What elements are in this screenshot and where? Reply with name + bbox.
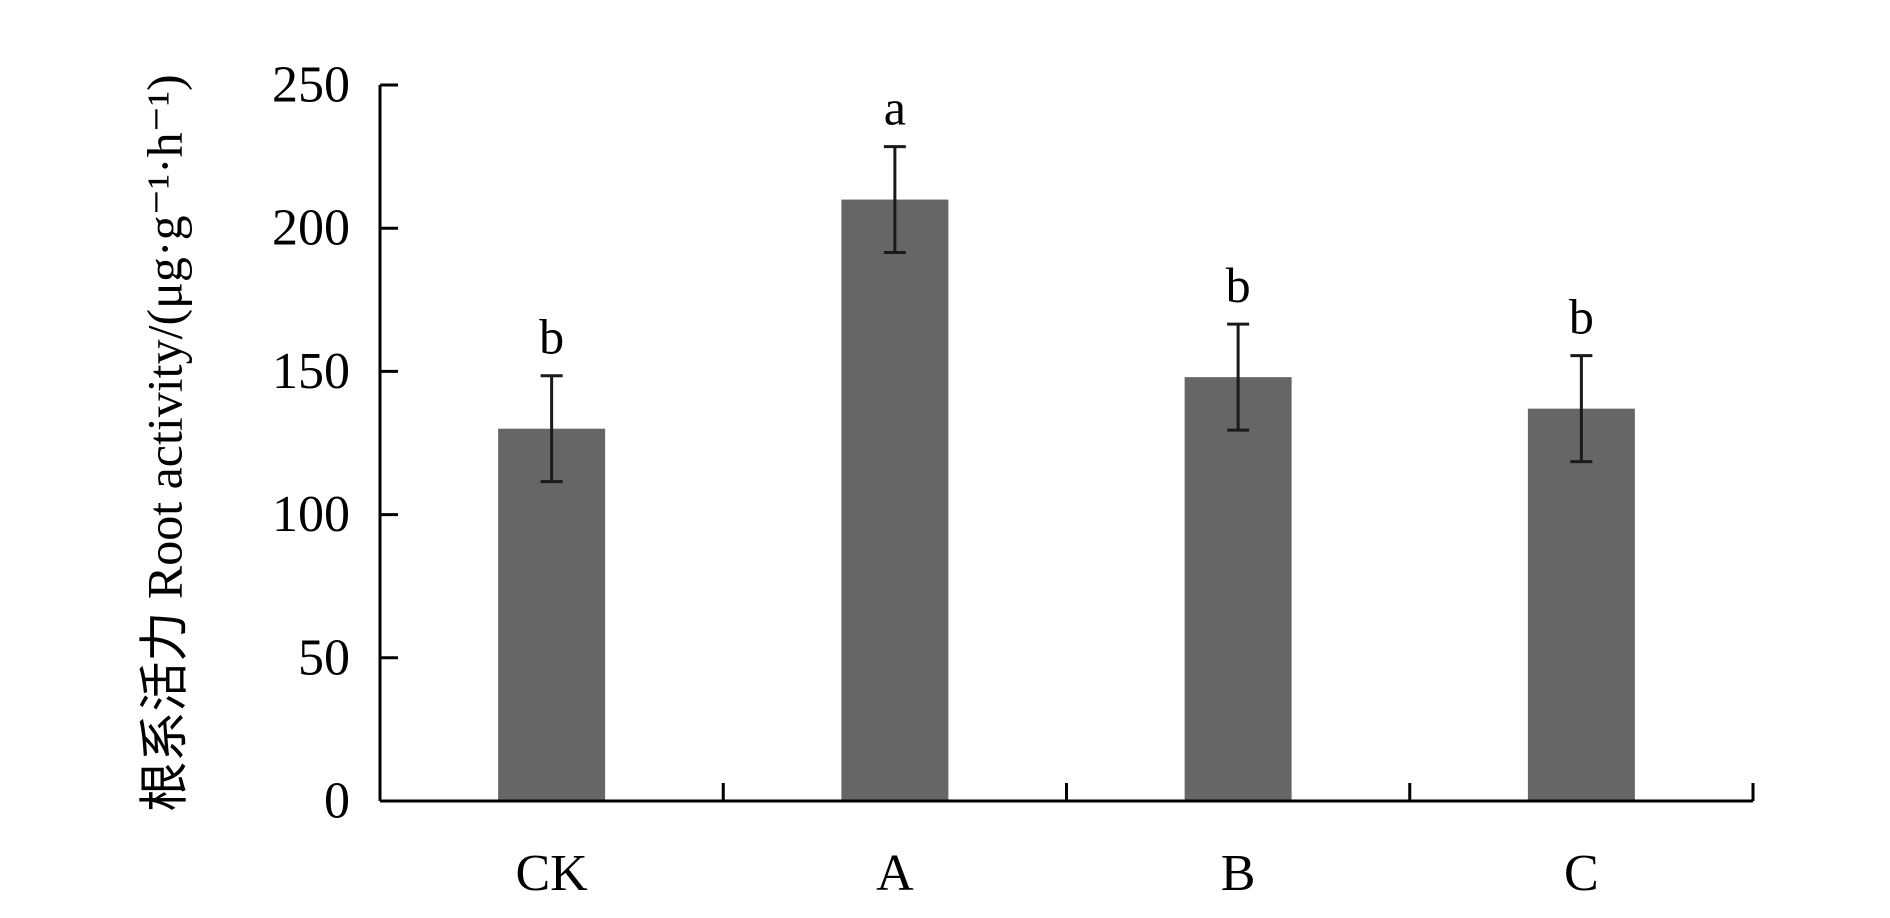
significance-label-ck: b <box>539 309 564 365</box>
y-tick-label: 0 <box>324 773 350 830</box>
y-axis-ticks: 0 50 100 150 200 250 <box>272 57 398 830</box>
error-bars <box>540 145 1593 484</box>
category-label-a: A <box>876 845 914 902</box>
category-label-b: B <box>1221 845 1256 902</box>
y-tick-label: 100 <box>272 486 350 543</box>
significance-label-a: a <box>884 80 906 136</box>
bar-c <box>1527 408 1635 801</box>
y-tick-label: 150 <box>272 343 350 400</box>
y-tick-label: 250 <box>272 57 350 114</box>
category-label-c: C <box>1564 845 1599 902</box>
y-axis-title: 根系活力 Root activity/(μg·g⁻¹·h⁻¹) <box>136 74 192 811</box>
y-tick-label: 200 <box>272 200 350 257</box>
bars <box>498 199 1635 801</box>
category-label-ck: CK <box>516 845 589 902</box>
y-axis-title-group: 根系活力 Root activity/(μg·g⁻¹·h⁻¹) <box>136 74 192 811</box>
y-tick-label: 50 <box>298 629 350 686</box>
axes <box>378 85 1755 803</box>
significance-label-c: b <box>1569 289 1594 345</box>
significance-labels: b a b b <box>539 80 1594 365</box>
bar-b <box>1184 377 1292 801</box>
significance-label-b: b <box>1226 257 1251 313</box>
bar-a <box>841 199 949 801</box>
bar-ck <box>498 428 606 801</box>
category-labels: CK A B C <box>516 845 1599 902</box>
